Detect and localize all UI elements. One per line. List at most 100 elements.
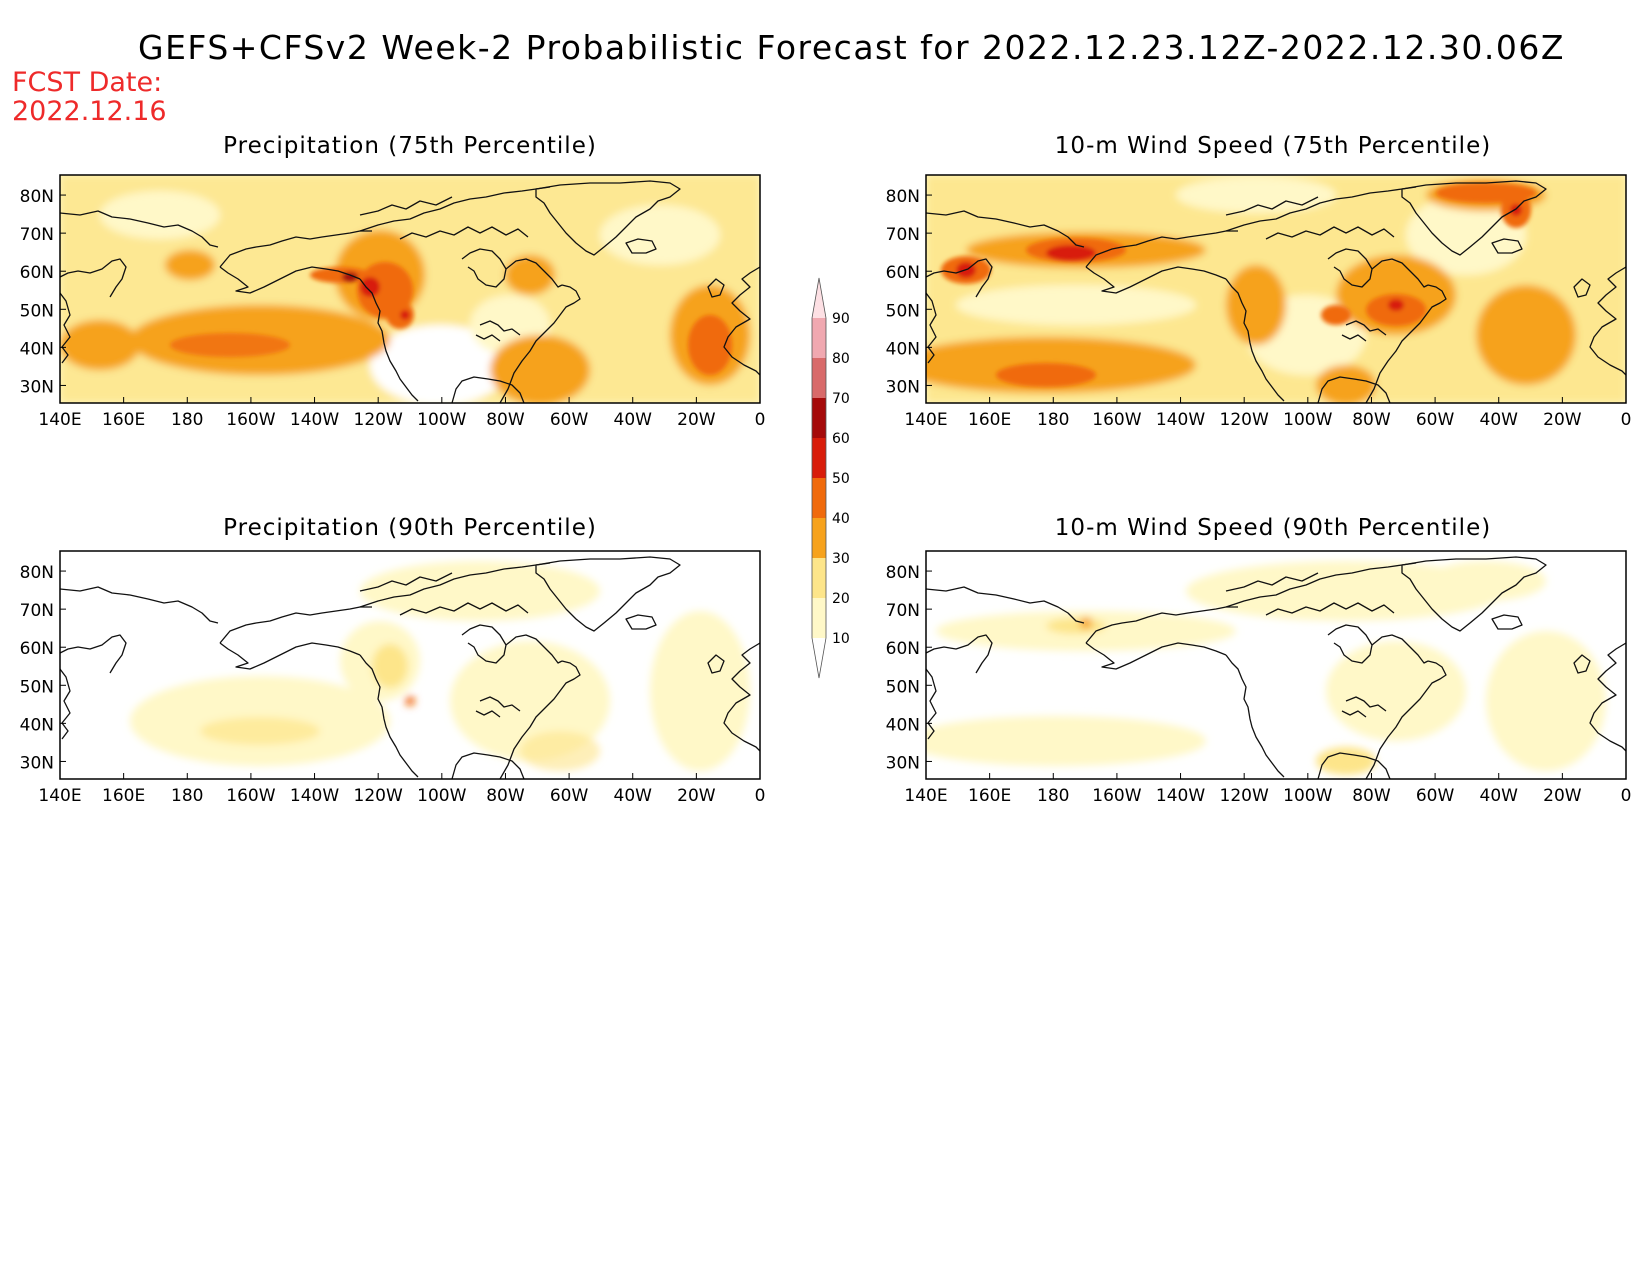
lat-tick-label: 80N [20,187,54,207]
axes-wind-75: 80N 70N 60N 50N 40N 30N 140E 160E 180 160W 140W 120… [886,187,1632,430]
lat-tick-label: 80N [20,563,54,583]
lon-tick-label: 120W [1220,410,1269,430]
panel-title-wind-75: 10-m Wind Speed (75th Percentile) [1054,133,1492,159]
map-panel-precip-75: 80N 70N 60N 50N 40N 30N 140E 160E 180 160W 140W 120… [20,174,766,430]
axes-wind-90: 80N 70N 60N 50N 40N 30N 140E 160E 180 160W 140W 120… [886,563,1632,806]
lon-tick-label: 120W [1220,786,1269,806]
lon-tick-label: 40W [1480,410,1519,430]
colorbar-outline [811,277,827,679]
lat-tick-label: 40N [20,339,54,359]
colorbar-label: 60 [832,431,850,447]
lat-tick-label: 40N [886,715,920,735]
lon-tick-label: 140E [904,410,947,430]
lon-tick-label: 0 [1621,786,1632,806]
lat-tick-label: 60N [886,639,920,659]
lon-tick-label: 160E [968,786,1011,806]
colorbar-box [812,398,826,438]
colorbar: 10 20 30 40 50 60 70 80 90 [811,277,850,679]
panel-title-precip-75: Precipitation (75th Percentile) [223,133,597,159]
lat-tick-label: 30N [886,377,920,397]
lat-tick-label: 80N [886,563,920,583]
lon-tick-label: 160W [226,410,275,430]
colorbar-top-arrow [812,278,826,318]
panel-title-precip-90: Precipitation (90th Percentile) [223,515,597,541]
lon-tick-label: 140W [1156,786,1205,806]
lon-tick-label: 80W [1352,410,1391,430]
lon-tick-label: 20W [1543,786,1582,806]
map-panel-precip-90: 80N 70N 60N 50N 40N 30N 140E 160E 180 160W 140W 120… [20,550,766,806]
lon-tick-label: 160E [968,410,1011,430]
lat-tick-label: 70N [20,225,54,245]
lat-tick-label: 30N [20,753,54,773]
lat-tick-label: 40N [20,715,54,735]
map-panel-wind-75: 80N 70N 60N 50N 40N 30N 140E 160E 180 160W 140W 120… [886,174,1632,430]
axes-precip-75: 80N 70N 60N 50N 40N 30N 140E 160E 180 160W 140W 120… [20,187,766,430]
lon-tick-label: 0 [755,410,766,430]
colorbar-box [812,478,826,518]
lat-tick-label: 70N [886,225,920,245]
lon-tick-label: 180 [1037,410,1069,430]
lat-tick-label: 30N [20,377,54,397]
lon-tick-label: 40W [1480,786,1519,806]
lon-tick-label: 140E [904,786,947,806]
lon-tick-label: 140E [38,786,81,806]
lon-tick-label: 160W [226,786,275,806]
lon-tick-label: 140E [38,410,81,430]
lat-tick-label: 30N [886,753,920,773]
lon-tick-label: 100W [417,786,466,806]
fcst-date-label: FCST Date: [12,67,163,98]
colorbar-box [812,438,826,478]
lon-tick-label: 20W [677,410,716,430]
colorbar-box [812,518,826,558]
fcst-date-block: FCST Date: 2022.12.16 [12,68,167,126]
lon-tick-label: 20W [677,786,716,806]
lat-tick-label: 60N [886,263,920,283]
lon-tick-label: 180 [171,410,203,430]
map-panel-wind-90: 80N 70N 60N 50N 40N 30N 140E 160E 180 160W 140W 120… [886,550,1632,806]
lon-tick-label: 160E [102,410,145,430]
lat-tick-label: 40N [886,339,920,359]
lon-tick-label: 160W [1092,410,1141,430]
lat-tick-label: 60N [20,639,54,659]
lon-tick-label: 180 [171,786,203,806]
lon-tick-label: 80W [486,786,525,806]
lat-tick-label: 60N [20,263,54,283]
lat-tick-label: 50N [886,301,920,321]
lat-tick-label: 80N [886,187,920,207]
lon-tick-label: 0 [1621,410,1632,430]
colorbar-label: 20 [832,591,850,607]
lat-tick-label: 70N [886,601,920,621]
lon-tick-label: 20W [1543,410,1582,430]
lon-tick-label: 160W [1092,786,1141,806]
colorbar-box [812,558,826,598]
lon-tick-label: 140W [290,410,339,430]
lon-tick-label: 180 [1037,786,1069,806]
lon-tick-label: 40W [614,410,653,430]
lon-tick-label: 80W [1352,786,1391,806]
colorbar-label: 10 [832,631,850,647]
colorbar-box [812,598,826,638]
colorbar-label: 80 [832,351,850,367]
lat-tick-label: 50N [20,301,54,321]
colorbar-label: 40 [832,511,850,527]
colorbar-box [812,318,826,358]
lon-tick-label: 100W [1283,786,1332,806]
axes-precip-90: 80N 70N 60N 50N 40N 30N 140E 160E 180 160W 140W 120… [20,563,766,806]
lon-tick-label: 60W [1416,786,1455,806]
panel-title-wind-90: 10-m Wind Speed (90th Percentile) [1054,515,1492,541]
lon-tick-label: 120W [354,786,403,806]
lat-tick-label: 50N [20,677,54,697]
lon-tick-label: 60W [550,786,589,806]
lon-tick-label: 60W [1416,410,1455,430]
lon-tick-label: 100W [1283,410,1332,430]
colorbar-bottom-arrow [812,638,826,678]
lon-tick-label: 160E [102,786,145,806]
lon-tick-label: 120W [354,410,403,430]
lon-tick-label: 0 [755,786,766,806]
figure-title: GEFS+CFSv2 Week-2 Probabilistic Forecast… [138,28,1565,67]
lon-tick-label: 140W [290,786,339,806]
lat-tick-label: 70N [20,601,54,621]
colorbar-label: 50 [832,471,850,487]
lon-tick-label: 40W [614,786,653,806]
